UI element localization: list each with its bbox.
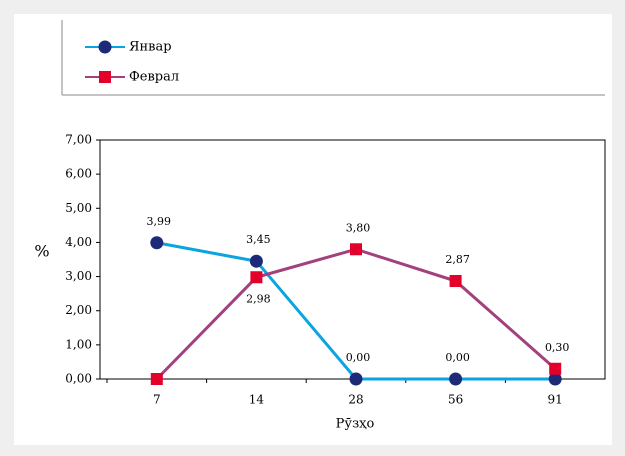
legend-label: Январ bbox=[129, 40, 172, 55]
x-axis-label: Рӯзҳо bbox=[336, 417, 375, 432]
data-point bbox=[349, 372, 363, 386]
y-tick-label: 7,00 bbox=[65, 133, 92, 147]
data-label: 3,45 bbox=[246, 233, 271, 246]
y-tick-label: 1,00 bbox=[65, 337, 92, 351]
x-tick-label: 91 bbox=[548, 393, 563, 407]
data-label: 0,30 bbox=[545, 341, 570, 354]
data-point bbox=[250, 271, 263, 284]
y-axis-label: % bbox=[34, 242, 49, 261]
y-tick-label: 6,00 bbox=[65, 167, 92, 181]
data-point bbox=[449, 275, 462, 288]
data-label: 0,00 bbox=[346, 351, 371, 364]
chart-panel bbox=[14, 14, 612, 445]
x-tick-label: 14 bbox=[249, 393, 265, 407]
x-tick-label: 7 bbox=[153, 393, 161, 407]
x-tick-label: 28 bbox=[348, 393, 363, 407]
data-point bbox=[449, 372, 463, 386]
legend-label: Феврал bbox=[129, 70, 179, 85]
y-tick-label: 3,00 bbox=[65, 269, 92, 283]
y-tick-label: 2,00 bbox=[65, 303, 92, 317]
data-label: 2,98 bbox=[246, 292, 271, 305]
data-point bbox=[150, 236, 164, 250]
data-label: 3,99 bbox=[147, 215, 172, 228]
data-point bbox=[249, 254, 263, 268]
data-label: 0,00 bbox=[445, 351, 470, 364]
data-point bbox=[150, 373, 163, 385]
legend-marker bbox=[99, 71, 111, 83]
data-label: 3,80 bbox=[346, 221, 371, 234]
x-tick-label: 56 bbox=[448, 393, 463, 407]
data-point bbox=[549, 362, 562, 375]
data-label: 2,87 bbox=[445, 253, 470, 266]
data-point bbox=[350, 243, 362, 256]
y-tick-label: 4,00 bbox=[65, 235, 92, 249]
data-point bbox=[548, 372, 562, 386]
legend-marker bbox=[98, 40, 112, 54]
y-tick-label: 5,00 bbox=[65, 201, 92, 215]
y-tick-label: 0,00 bbox=[65, 372, 92, 386]
